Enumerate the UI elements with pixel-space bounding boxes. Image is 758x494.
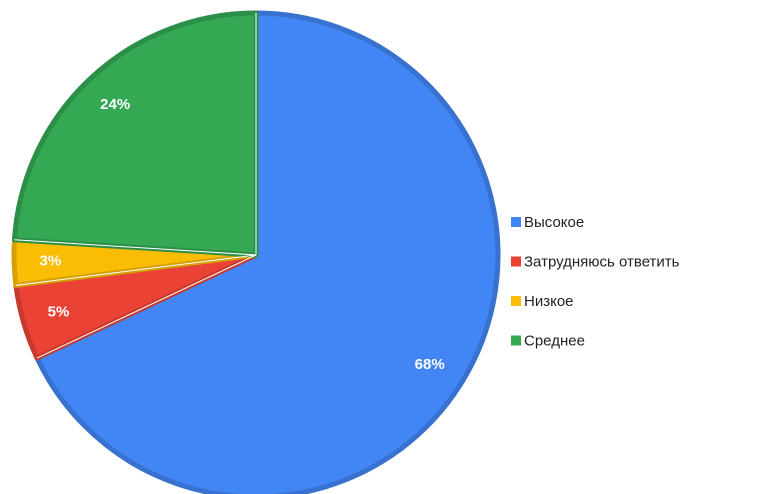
pie — [11, 10, 501, 494]
slice-separator — [36, 254, 257, 359]
legend-swatch — [511, 256, 521, 267]
slice-label: 24% — [100, 96, 130, 113]
pie-slice — [11, 10, 259, 258]
legend-swatch — [511, 296, 521, 306]
legend-label: Низкое — [524, 293, 574, 310]
slice-label: 5% — [48, 303, 70, 320]
slice-labels: 68% 5% 3% 24% — [40, 96, 445, 373]
legend-label: Затрудняюсь ответить — [524, 253, 680, 270]
legend-swatch — [511, 335, 521, 346]
pie-slice — [34, 10, 501, 494]
legend-label: Среднее — [524, 332, 585, 349]
legend-label: Высокое — [524, 214, 584, 231]
slice-separator — [14, 239, 257, 256]
legend-swatch — [511, 217, 521, 227]
slice-label: 3% — [40, 252, 62, 269]
legend: Высокое Затрудняюсь ответить Низкое Среднее — [511, 214, 680, 349]
slice-separator — [15, 254, 257, 286]
slice-label: 68% — [415, 356, 445, 373]
